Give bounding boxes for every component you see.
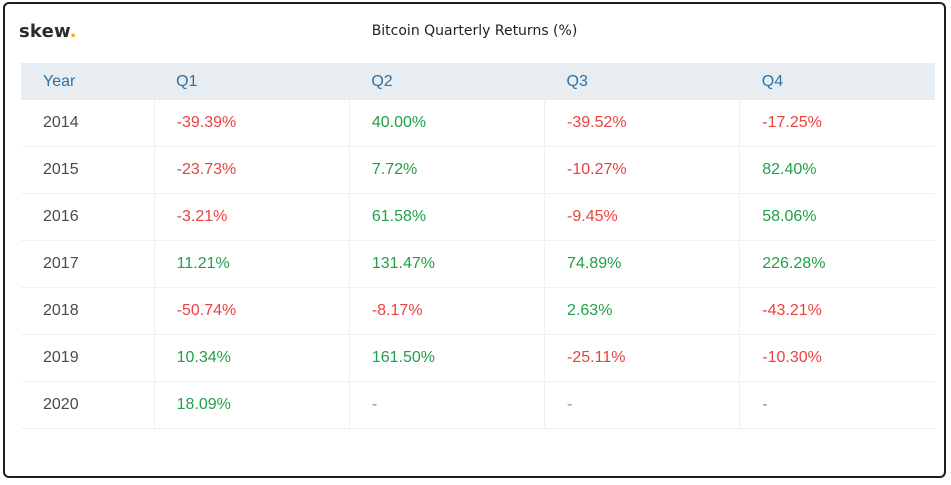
return-cell-q2: 7.72% — [348, 146, 545, 194]
return-cell-q3: - — [544, 381, 740, 429]
year-cell: 2017 — [21, 240, 155, 288]
return-cell-q3: -25.11% — [544, 334, 740, 382]
return-cell-q1: 11.21% — [153, 240, 350, 288]
logo-dot: . — [69, 21, 77, 42]
return-cell-q3: 2.63% — [544, 287, 740, 335]
return-cell-q1: 10.34% — [153, 334, 350, 382]
logo-text: skew — [19, 21, 70, 42]
header-q4: Q4 — [761, 72, 784, 90]
year-cell: 2018 — [21, 287, 155, 335]
table-row: 2020 18.09% - - - — [21, 381, 935, 429]
return-cell-q4: -10.30% — [739, 334, 935, 382]
return-cell-q4: 226.28% — [739, 240, 935, 288]
return-cell-q1: -50.74% — [153, 287, 350, 335]
table-row: 2015 -23.73% 7.72% -10.27% 82.40% — [21, 146, 935, 194]
table-row: 2019 10.34% 161.50% -25.11% -10.30% — [21, 334, 935, 382]
year-cell: 2015 — [21, 146, 155, 194]
header-year: Year — [43, 72, 76, 90]
return-cell-q3: 74.89% — [544, 240, 740, 288]
return-cell-q2: -8.17% — [348, 287, 545, 335]
return-cell-q2: 40.00% — [348, 100, 545, 147]
header-q3: Q3 — [566, 72, 588, 90]
return-cell-q2: 61.58% — [348, 193, 545, 241]
return-cell-q3: -10.27% — [544, 146, 740, 194]
header-q1: Q1 — [176, 72, 198, 90]
chart-frame: skew. Bitcoin Quarterly Returns (%) Year… — [3, 2, 946, 478]
skew-logo: skew. — [19, 21, 77, 42]
return-cell-q3: -9.45% — [544, 193, 740, 241]
year-cell: 2019 — [21, 334, 155, 382]
return-cell-q1: -39.39% — [153, 100, 350, 147]
returns-table: Year Q1 Q2 Q3 Q4 2014 -39.39% 40.00% -39.52… — [21, 63, 935, 429]
return-cell-q4: - — [739, 381, 935, 429]
return-cell-q2: 131.47% — [348, 240, 545, 288]
return-cell-q4: 58.06% — [739, 193, 935, 241]
return-cell-q1: -3.21% — [153, 193, 350, 241]
header-q2: Q2 — [371, 72, 393, 90]
return-cell-q3: -39.52% — [544, 100, 740, 147]
return-cell-q4: -43.21% — [739, 287, 935, 335]
table-row: 2014 -39.39% 40.00% -39.52% -17.25% — [21, 100, 935, 147]
return-cell-q1: -23.73% — [153, 146, 350, 194]
table-body: 2014 -39.39% 40.00% -39.52% -17.25% 2015 -23.7… — [21, 100, 935, 429]
return-cell-q4: 82.40% — [739, 146, 935, 194]
table-row: 2018 -50.74% -8.17% 2.63% -43.21% — [21, 287, 935, 335]
year-cell: 2020 — [21, 381, 155, 429]
table-row: 2017 11.21% 131.47% 74.89% 226.28% — [21, 240, 935, 288]
return-cell-q2: - — [348, 381, 545, 429]
table-row: 2016 -3.21% 61.58% -9.45% 58.06% — [21, 193, 935, 241]
year-cell: 2016 — [21, 193, 155, 241]
return-cell-q1: 18.09% — [153, 381, 350, 429]
return-cell-q4: -17.25% — [739, 100, 935, 147]
chart-title: Bitcoin Quarterly Returns (%) — [371, 23, 578, 39]
header-row: Year Q1 Q2 Q3 Q4 — [21, 63, 935, 100]
year-cell: 2014 — [21, 100, 155, 147]
return-cell-q2: 161.50% — [348, 334, 545, 382]
